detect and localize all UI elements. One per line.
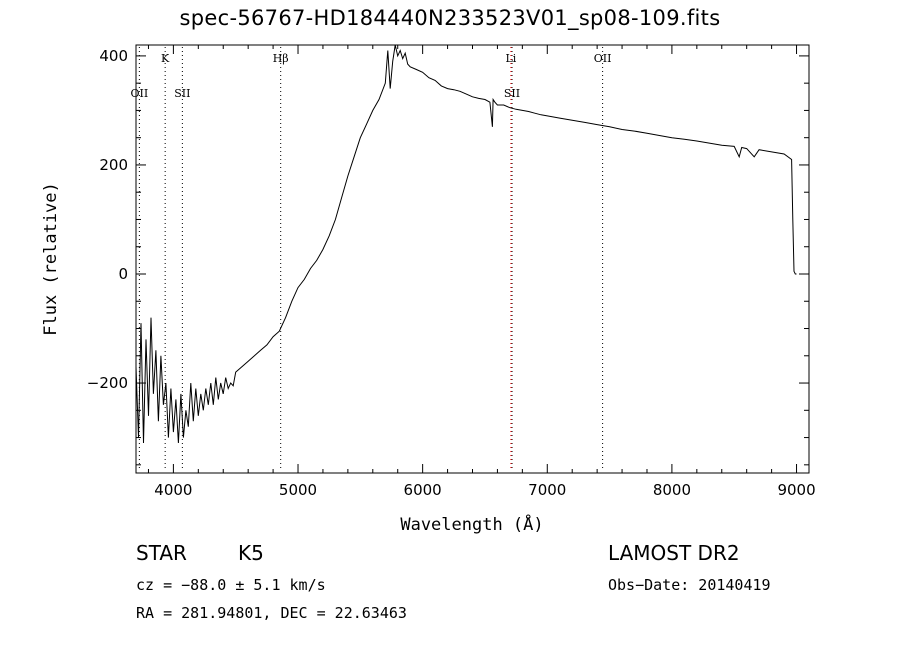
object-type: STAR bbox=[136, 541, 187, 565]
y-axis-label: Flux (relative) bbox=[41, 182, 61, 336]
x-tick-label: 4000 bbox=[154, 481, 192, 499]
axis-ticks: 4000 5000 6000 7000 8000 9000 −200 0 200 400 bbox=[87, 45, 816, 499]
line-marker-label: OII bbox=[594, 52, 612, 65]
y-tick-label: 200 bbox=[99, 156, 128, 174]
x-tick-label: 5000 bbox=[279, 481, 317, 499]
x-tick-label: 7000 bbox=[528, 481, 566, 499]
x-tick-label: 8000 bbox=[653, 481, 691, 499]
x-tick-label: 9000 bbox=[777, 481, 815, 499]
line-marker-label: K bbox=[161, 52, 170, 65]
x-tick-label: 6000 bbox=[404, 481, 442, 499]
x-axis-label: Wavelength (Å) bbox=[400, 513, 543, 535]
obs-date: Obs−Date: 20140419 bbox=[608, 576, 771, 594]
line-marker-label: Li bbox=[505, 52, 516, 65]
y-tick-label: 0 bbox=[118, 265, 128, 283]
line-markers: OII K SII Hβ Li SII OII bbox=[131, 47, 612, 471]
survey-name: LAMOST DR2 bbox=[608, 541, 740, 565]
line-marker-label: SII bbox=[174, 87, 190, 100]
line-marker-label: Hβ bbox=[273, 52, 289, 65]
redshift-cz: cz = −88.0 ± 5.1 km/s bbox=[136, 576, 326, 594]
plot-frame bbox=[135, 44, 810, 474]
ra-dec: RA = 281.94801, DEC = 22.63463 bbox=[136, 604, 407, 622]
y-tick-label: 400 bbox=[99, 47, 128, 65]
line-marker-label: OII bbox=[131, 87, 149, 100]
line-marker-label: SII bbox=[504, 87, 520, 100]
spectral-class: K5 bbox=[238, 541, 264, 565]
series-group bbox=[135, 44, 797, 444]
spectrum-line bbox=[135, 44, 797, 444]
y-tick-label: −200 bbox=[87, 374, 128, 392]
chart-title: spec-56767-HD184440N233523V01_sp08-109.f… bbox=[179, 6, 721, 30]
